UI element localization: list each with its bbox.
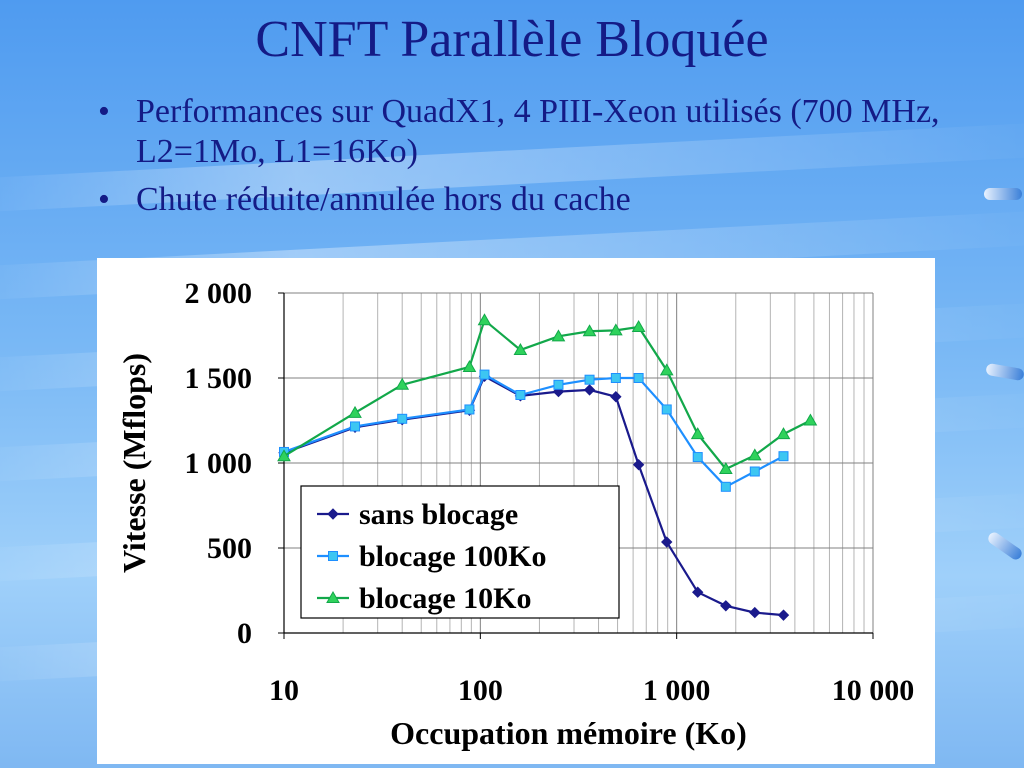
bullet-symbol: • — [98, 93, 110, 130]
data-point-sans-blocage — [632, 458, 645, 471]
x-tick-label: 100 — [458, 674, 503, 707]
data-point-blocage-100ko — [749, 466, 760, 477]
data-point-blocage-100ko — [553, 379, 564, 390]
data-point-blocage-10ko — [551, 329, 566, 342]
bullet-item: • Performances sur QuadX1, 4 PIII-Xeon u… — [92, 92, 992, 172]
data-point-blocage-10ko — [659, 363, 674, 376]
data-point-blocage-10ko — [608, 323, 623, 336]
data-point-blocage-100ko — [610, 373, 621, 383]
chart-container: 10 100 1 000 10 000 0 500 1 000 1 500 2 000 Occup… — [97, 258, 935, 764]
data-point-blocage-10ko — [718, 461, 733, 474]
x-axis-label: Occupation mémoire (Ko) — [390, 715, 747, 751]
data-point-blocage-10ko — [747, 448, 762, 461]
data-point-blocage-10ko — [277, 449, 291, 462]
legend-label-blocage-10ko: blocage 10Ko — [359, 582, 532, 615]
legend-label-sans-blocage: sans blocage — [359, 498, 518, 531]
data-point-blocage-100ko — [692, 452, 703, 463]
data-point-blocage-100ko — [515, 390, 526, 400]
data-point-blocage-100ko — [720, 481, 731, 492]
y-tick-label: 1 000 — [185, 447, 253, 480]
edge-decoration — [985, 362, 1024, 382]
bullet-symbol: • — [98, 181, 110, 218]
performance-chart: 10 100 1 000 10 000 0 500 1 000 1 500 2 000 Occup… — [116, 277, 915, 751]
x-tick-label: 10 — [269, 674, 299, 707]
data-point-blocage-10ko — [395, 377, 410, 390]
bullet-text: Chute réduite/annulée hors du cache — [136, 181, 631, 218]
data-point-blocage-10ko — [582, 324, 597, 337]
data-point-blocage-10ko — [462, 359, 477, 372]
y-axis-label: Vitesse (Mflops) — [116, 353, 152, 573]
data-point-blocage-10ko — [776, 427, 791, 440]
data-point-sans-blocage — [749, 606, 761, 619]
data-point-sans-blocage — [692, 586, 704, 598]
legend-marker-blocage-100ko — [328, 551, 338, 561]
y-tick-label: 500 — [207, 532, 252, 565]
legend-box — [300, 485, 620, 619]
y-tick-label: 1 500 — [185, 362, 253, 395]
series-line-blocage-10ko — [283, 318, 811, 471]
data-point-blocage-100ko — [778, 451, 789, 462]
data-point-blocage-10ko — [477, 313, 492, 326]
data-point-sans-blocage — [610, 390, 622, 403]
data-point-sans-blocage — [583, 384, 596, 396]
slide-title: CNFT Parallèle Bloquée — [255, 11, 769, 68]
data-point-blocage-10ko — [803, 413, 818, 426]
edge-decoration — [985, 530, 1024, 562]
data-point-sans-blocage — [720, 600, 732, 612]
data-point-blocage-100ko — [464, 404, 475, 415]
data-point-blocage-100ko — [350, 421, 361, 432]
edge-decoration — [984, 188, 1022, 200]
x-tick-label: 1 000 — [643, 674, 711, 707]
y-tick-label: 0 — [237, 617, 252, 650]
data-point-blocage-100ko — [633, 373, 644, 383]
data-point-blocage-100ko — [661, 404, 672, 415]
data-point-blocage-10ko — [513, 342, 528, 355]
bullet-text: Performances sur QuadX1, 4 PIII-Xeon uti… — [136, 93, 940, 170]
data-point-blocage-100ko — [584, 374, 595, 385]
legend-marker-sans-blocage — [327, 508, 339, 520]
data-point-blocage-10ko — [690, 427, 705, 440]
data-point-sans-blocage — [661, 536, 673, 548]
legend-marker-blocage-10ko — [326, 590, 340, 603]
data-point-blocage-100ko — [479, 369, 490, 380]
bullet-item: • Chute réduite/annulée hors du cache — [92, 180, 992, 220]
data-point-sans-blocage — [777, 609, 790, 621]
data-point-blocage-10ko — [348, 405, 362, 418]
data-point-blocage-10ko — [631, 319, 646, 332]
bullet-list: • Performances sur QuadX1, 4 PIII-Xeon u… — [92, 92, 992, 228]
x-tick-label: 10 000 — [832, 674, 915, 707]
legend-label-blocage-100ko: blocage 100Ko — [359, 540, 547, 573]
y-tick-label: 2 000 — [185, 277, 253, 310]
data-point-blocage-100ko — [397, 413, 408, 424]
